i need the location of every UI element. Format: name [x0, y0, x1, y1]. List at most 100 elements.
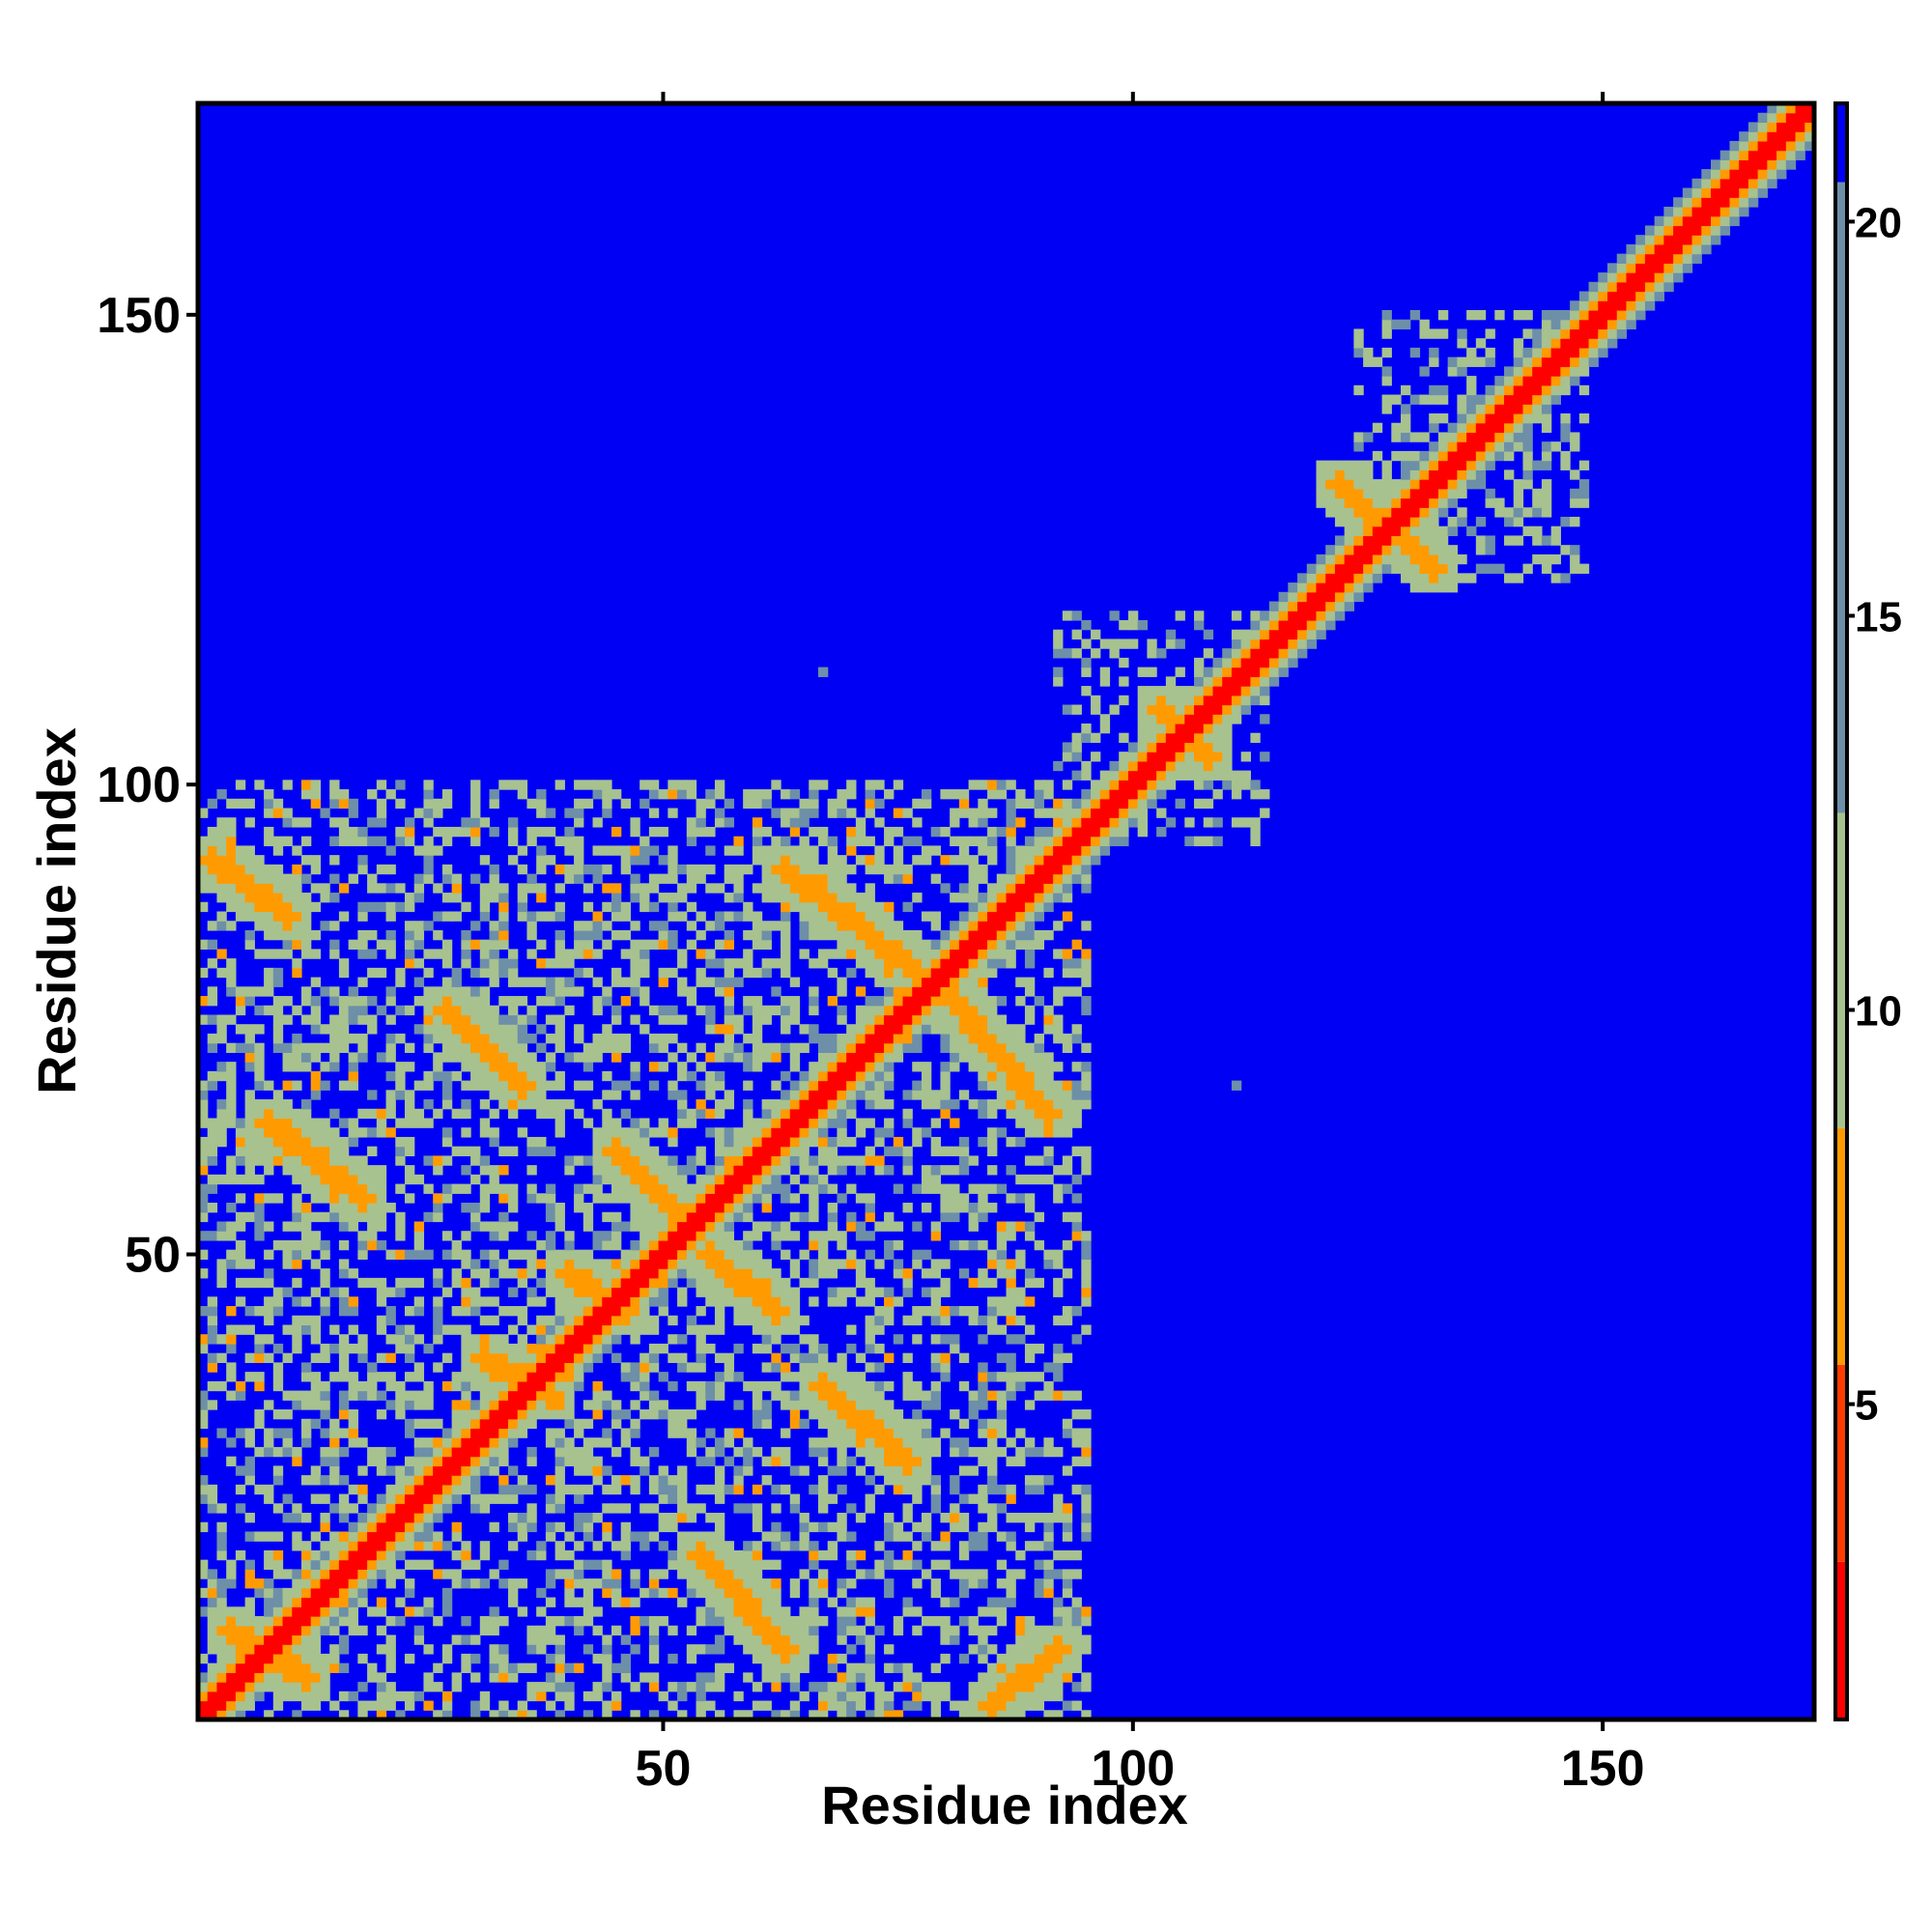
- heatmap-cell: [554, 1672, 565, 1683]
- heatmap-cell: [602, 1239, 612, 1251]
- heatmap-cell: [226, 1249, 237, 1260]
- heatmap-cell: [1015, 1662, 1026, 1673]
- heatmap-cell: [526, 1296, 537, 1307]
- heatmap-cell: [272, 996, 284, 1007]
- heatmap-cell: [865, 1682, 875, 1692]
- heatmap-cell: [874, 1033, 885, 1044]
- heatmap-cell: [292, 921, 302, 931]
- heatmap-cell: [582, 939, 594, 951]
- heatmap-cell: [367, 1531, 378, 1542]
- heatmap-cell: [930, 1559, 942, 1570]
- heatmap-cell: [554, 986, 565, 997]
- heatmap-cell: [451, 911, 462, 922]
- heatmap-cell: [207, 1203, 218, 1213]
- heatmap-cell: [320, 1211, 330, 1223]
- heatmap-cell: [479, 967, 491, 979]
- heatmap-cell: [987, 1428, 998, 1438]
- heatmap-cell: [837, 1362, 847, 1373]
- heatmap-cell: [554, 911, 565, 922]
- heatmap-cell: [996, 958, 1008, 969]
- heatmap-cell: [639, 1306, 650, 1317]
- heatmap-cell: [865, 1231, 875, 1241]
- heatmap-cell: [235, 911, 246, 922]
- heatmap-cell: [216, 1118, 227, 1128]
- heatmap-cell: [865, 1277, 875, 1289]
- heatmap-cell: [733, 883, 744, 894]
- heatmap-cell: [264, 1118, 274, 1128]
- heatmap-cell: [470, 1259, 481, 1269]
- heatmap-cell: [827, 1118, 838, 1128]
- heatmap-cell: [781, 1165, 791, 1176]
- heatmap-cell: [574, 986, 584, 997]
- heatmap-cell: [630, 1014, 640, 1025]
- heatmap-cell: [338, 1606, 350, 1617]
- heatmap-cell: [677, 1531, 688, 1542]
- heatmap-cell: [620, 1541, 632, 1551]
- heatmap-cell: [300, 789, 312, 800]
- heatmap-cell: [338, 817, 350, 828]
- heatmap-cell: [874, 798, 885, 810]
- heatmap-cell: [968, 939, 979, 951]
- heatmap-cell: [902, 967, 913, 979]
- heatmap-cell: [630, 958, 640, 969]
- heatmap-cell: [714, 1183, 725, 1194]
- heatmap-cell: [404, 1343, 415, 1354]
- heatmap-cell: [996, 1653, 1008, 1664]
- heatmap-cell: [874, 1221, 885, 1232]
- heatmap-cell: [423, 1503, 434, 1514]
- heatmap-cell: [761, 1380, 772, 1392]
- heatmap-cell: [761, 789, 772, 800]
- heatmap-cell: [451, 1268, 462, 1279]
- heatmap-cell: [564, 1690, 575, 1702]
- heatmap-cell: [348, 1380, 358, 1392]
- heatmap-cell: [771, 1559, 781, 1570]
- heatmap-cell: [498, 1390, 509, 1401]
- heatmap-cell: [554, 1428, 565, 1438]
- heatmap-cell: [254, 864, 265, 875]
- heatmap-cell: [696, 1541, 706, 1551]
- heatmap-cell: [517, 1080, 528, 1091]
- heatmap-cell: [244, 901, 255, 913]
- heatmap-cell: [216, 1672, 227, 1683]
- heatmap-cell: [950, 986, 960, 997]
- heatmap-cell: [338, 1409, 350, 1420]
- heatmap-cell: [348, 1587, 358, 1599]
- heatmap-cell: [470, 939, 481, 951]
- heatmap-cell: [978, 873, 988, 884]
- heatmap-cell: [226, 1070, 237, 1082]
- heatmap-cell: [507, 1070, 519, 1082]
- heatmap-cell: [827, 949, 838, 959]
- heatmap-cell: [470, 798, 481, 810]
- heatmap-cell: [564, 845, 575, 856]
- heatmap-cell: [987, 1465, 998, 1476]
- heatmap-cell: [376, 1052, 387, 1063]
- heatmap-cell: [574, 1287, 584, 1297]
- heatmap-cell: [395, 967, 406, 979]
- heatmap-cell: [207, 1710, 218, 1720]
- heatmap-cell: [216, 1062, 227, 1072]
- heatmap-cell: [950, 1033, 960, 1044]
- heatmap-cell: [207, 1682, 218, 1692]
- heatmap-cell: [752, 996, 763, 1007]
- heatmap-cell: [207, 1080, 218, 1091]
- heatmap-cell: [874, 977, 885, 987]
- heatmap-cell: [874, 1409, 885, 1420]
- heatmap-cell: [648, 1578, 660, 1589]
- heatmap-cell: [846, 929, 857, 941]
- heatmap-cell: [441, 1484, 453, 1495]
- heatmap-cell: [696, 1211, 706, 1223]
- heatmap-cell: [244, 1437, 255, 1448]
- heatmap-cell: [226, 1578, 237, 1589]
- heatmap-cell: [930, 1475, 942, 1486]
- heatmap-cell: [244, 1682, 255, 1692]
- heatmap-cell: [226, 893, 237, 903]
- heatmap-cell: [451, 996, 462, 1007]
- heatmap-cell: [470, 1221, 481, 1232]
- heatmap-cell: [817, 1268, 829, 1279]
- heatmap-cell: [329, 817, 340, 828]
- heatmap-cell: [282, 1136, 293, 1148]
- heatmap-cell: [884, 1014, 895, 1025]
- heatmap-cell: [264, 1428, 274, 1438]
- heatmap-cell: [470, 1343, 481, 1354]
- heatmap-cell: [987, 1437, 998, 1448]
